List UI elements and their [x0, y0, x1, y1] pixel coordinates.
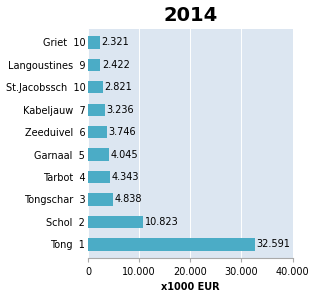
Bar [88, 36, 100, 49]
Bar [88, 126, 107, 138]
Bar [88, 193, 113, 206]
Bar [88, 148, 109, 161]
Text: 3.236: 3.236 [106, 105, 134, 115]
Bar [88, 81, 102, 94]
Text: 4.838: 4.838 [114, 195, 142, 204]
X-axis label: x1000 EUR: x1000 EUR [161, 283, 220, 292]
Bar [88, 238, 255, 251]
Text: 3.746: 3.746 [109, 127, 136, 137]
Text: 4.045: 4.045 [110, 150, 138, 160]
Text: 2.422: 2.422 [102, 60, 130, 70]
Text: 4.343: 4.343 [112, 172, 139, 182]
Bar [88, 216, 143, 228]
Bar [88, 59, 100, 71]
Bar [88, 103, 105, 116]
Title: 2014: 2014 [163, 6, 217, 24]
Text: 10.823: 10.823 [145, 217, 179, 227]
Bar [88, 171, 110, 183]
Text: 2.321: 2.321 [101, 37, 129, 47]
Text: 2.821: 2.821 [104, 82, 132, 92]
Text: 32.591: 32.591 [256, 239, 290, 249]
